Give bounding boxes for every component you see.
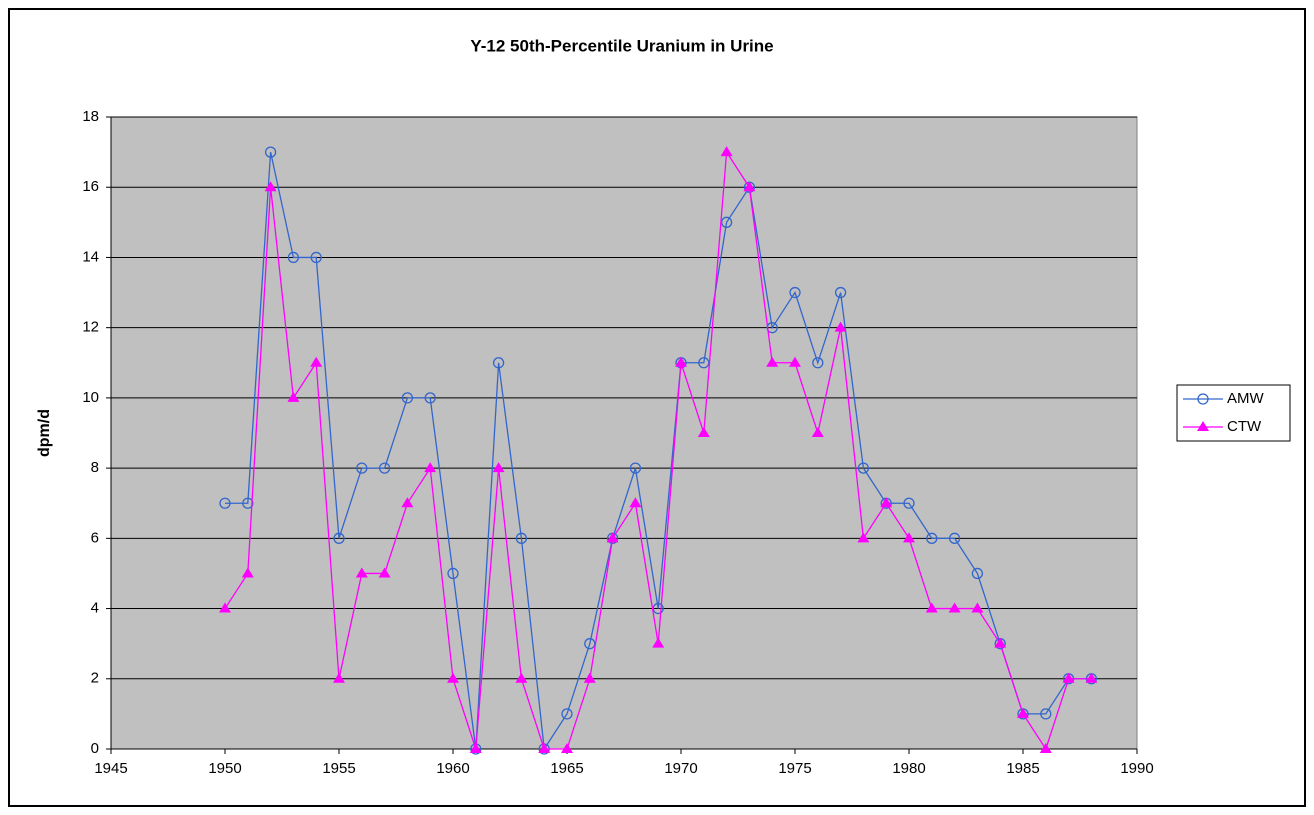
y-tick-label: 16 [82,178,99,195]
point [629,462,642,474]
point [720,216,733,228]
series [219,146,1098,753]
y-tick-label: 6 [91,529,99,546]
point [1062,672,1075,683]
point [766,356,779,367]
point [1085,672,1098,683]
point [401,392,414,404]
point [219,497,231,509]
point [241,567,254,578]
x-tick-label: 1955 [322,760,355,777]
point [948,532,961,544]
point [629,497,642,508]
point [697,427,710,437]
point [903,497,915,509]
point [333,672,345,683]
legend-label: AMW [1227,390,1265,407]
y-tick-label: 2 [91,670,99,687]
x-tick-label: 1985 [1006,760,1039,777]
point [812,357,824,369]
point [720,146,733,157]
point [606,532,619,543]
point [242,497,254,509]
point [287,391,300,402]
point [834,321,847,332]
x-tick-label: 1945 [94,760,127,777]
legend-marker [1197,421,1209,431]
point [492,462,505,473]
point [789,356,801,367]
plot-area [110,116,1138,750]
y-tick-label: 8 [91,459,99,476]
point [971,567,984,580]
y-tick-label: 12 [82,319,99,336]
series-line [225,151,1092,751]
point [584,638,596,650]
y-tick-label: 4 [91,600,99,617]
legend-box [1176,384,1291,442]
chart-title: Y-12 50th-Percentile Uranium in Urine [470,36,773,55]
point [925,602,938,613]
point [515,672,528,683]
point [378,462,391,474]
y-axis-label: dpm/d [36,409,53,457]
point [743,181,756,192]
point [811,427,824,437]
point [356,462,368,474]
point [219,602,231,613]
y-tick-label: 18 [82,108,99,125]
point [424,462,437,473]
point [834,286,847,299]
x-tick-label: 1965 [550,760,583,777]
point [401,497,414,508]
point [948,602,961,613]
point [994,637,1007,648]
x-tick-label: 1975 [778,760,811,777]
y-tick-label: 10 [82,389,99,406]
point [1040,708,1052,720]
point [1017,707,1029,718]
y-tick-label: 14 [82,248,99,265]
point [310,251,322,264]
y-tick-label: 0 [91,740,99,757]
point [698,357,710,369]
legend-marker [1197,393,1209,405]
x-tick-label: 1970 [664,760,697,777]
point [652,637,665,648]
point [538,743,551,753]
x-tick-label: 1990 [1120,760,1153,777]
point [287,251,300,264]
point [264,146,277,158]
point [857,462,870,474]
point [789,286,801,299]
point [903,532,915,543]
point [492,357,505,369]
point [675,356,687,367]
x-tick-label: 1950 [208,760,241,777]
point [310,356,323,367]
point [378,567,391,578]
point [1039,743,1052,753]
point [880,497,893,508]
point [857,532,870,543]
x-tick-label: 1980 [892,760,925,777]
point [583,672,596,683]
point [355,567,368,578]
point [971,602,984,613]
point [264,181,277,192]
x-tick-label: 1960 [436,760,469,777]
point [561,708,573,720]
point [515,532,528,544]
point [447,567,459,580]
point [652,602,664,615]
point [469,743,482,753]
point [926,532,938,544]
point [561,743,573,753]
legend-label: CTW [1227,418,1262,435]
point [333,532,345,544]
point [447,672,459,683]
point [424,392,436,404]
